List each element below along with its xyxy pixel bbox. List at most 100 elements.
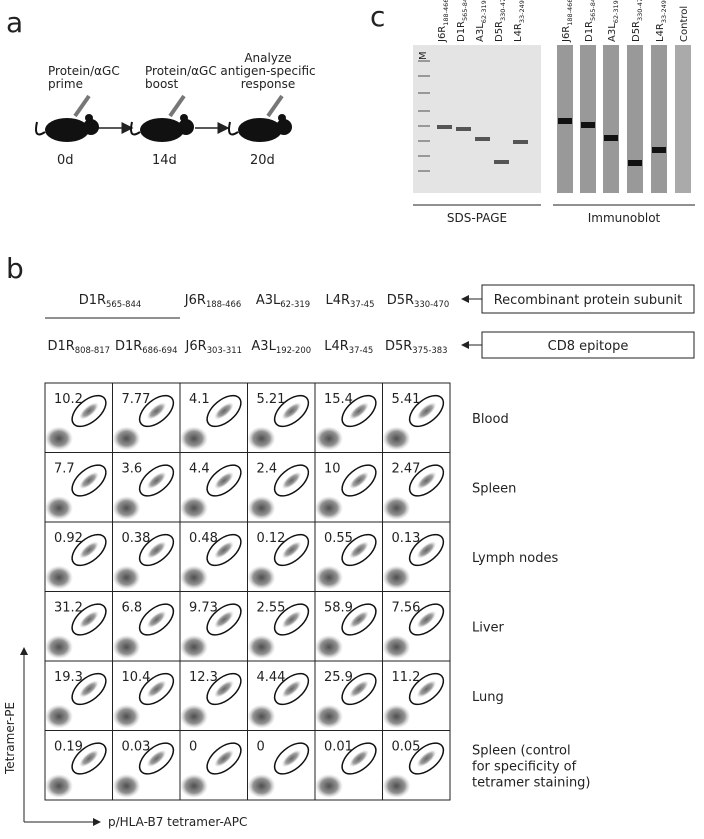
label-sub: 188-466 (206, 299, 241, 309)
blot-strip (651, 45, 667, 193)
gate (71, 603, 107, 636)
band (604, 135, 618, 141)
positive-population (416, 402, 437, 420)
gate (206, 672, 242, 706)
negative-population (247, 635, 276, 659)
mouse-body (45, 118, 89, 142)
label: D5R375-383 (385, 339, 448, 355)
percentage: 0.03 (122, 740, 151, 755)
band (628, 160, 642, 166)
mouse-ear (85, 114, 93, 122)
label: L4R33-249 (513, 0, 526, 42)
tissue-label: Blood (472, 412, 509, 427)
syringe (168, 94, 186, 118)
negative-population (112, 635, 141, 659)
percentage: 0.92 (54, 531, 83, 546)
positive-population (146, 749, 167, 768)
percentage: 25.9 (324, 670, 353, 685)
positive-population (281, 402, 302, 420)
label-sub: 188-466 (442, 0, 450, 26)
positive-population (416, 541, 437, 559)
band (418, 75, 430, 77)
gate (138, 742, 175, 775)
negative-population (382, 496, 411, 520)
positive-population (146, 680, 167, 698)
negative-population (315, 635, 343, 659)
label-name: J6R (185, 339, 207, 354)
mouse-icon (35, 94, 99, 142)
negative-population (112, 426, 141, 451)
step-text: antigen-specific (220, 64, 315, 78)
negative-population (315, 426, 343, 451)
percentage: 0.12 (257, 531, 286, 546)
label-sub: 33-249 (518, 0, 526, 23)
negative-population (315, 704, 343, 729)
gate (206, 394, 242, 428)
percentage: 0.55 (324, 531, 353, 546)
band (418, 125, 430, 127)
label-name: A3L (256, 293, 281, 308)
label-name: D5R (494, 21, 505, 42)
label-sub: 62-319 (612, 0, 620, 23)
percentage: 2.55 (257, 601, 286, 616)
band (418, 110, 430, 112)
mouse-head (83, 119, 99, 135)
negative-population (382, 565, 411, 590)
percentage: 0.05 (392, 740, 421, 755)
positive-population (416, 471, 437, 490)
gate (273, 533, 310, 567)
gate (71, 672, 107, 706)
box-label: CD8 epitope (548, 339, 629, 354)
positive-population (146, 402, 167, 420)
positive-population (79, 541, 99, 559)
panel-label: c (370, 0, 385, 33)
box (481, 284, 695, 314)
label: D1R808-817 (47, 339, 110, 355)
positive-population (349, 471, 369, 490)
gate (408, 742, 445, 775)
panel-label: b (6, 252, 24, 285)
band (418, 60, 430, 62)
percentage: 11.2 (392, 670, 421, 685)
blot-strip (603, 45, 619, 193)
label-name: A3L (251, 339, 276, 354)
negative-population (247, 565, 276, 590)
percentage: 7.77 (122, 392, 151, 407)
label: D5R330-470 (631, 0, 644, 42)
caption: SDS-PAGE (447, 211, 507, 225)
label: Control (679, 6, 690, 42)
positive-population (349, 610, 369, 629)
percentage: 0.19 (54, 740, 83, 755)
label-sub: 375-383 (412, 345, 447, 355)
gate (408, 603, 445, 636)
mouse-tail (130, 121, 141, 136)
gate (206, 533, 242, 567)
negative-population (180, 565, 208, 590)
label: D5R330-470 (387, 293, 450, 309)
gate (341, 533, 377, 567)
band (437, 125, 452, 129)
positive-population (416, 749, 437, 768)
axis-label: Tetramer-PE (3, 702, 17, 775)
gate (273, 394, 310, 428)
label: D1R686-694 (115, 339, 178, 355)
gate (138, 672, 175, 706)
mouse-ear (180, 114, 188, 122)
positive-population (349, 541, 369, 559)
positive-population (416, 680, 437, 698)
negative-population (247, 704, 276, 729)
label-sub: 330-470 (414, 299, 449, 309)
positive-population (79, 471, 99, 490)
percentage: 4.1 (189, 392, 210, 407)
step-text: prime (48, 77, 83, 91)
label-name: J6R (437, 26, 448, 43)
percentage: 5.41 (392, 392, 421, 407)
step-text: response (241, 77, 296, 91)
positive-population (281, 680, 302, 698)
percentage: 5.21 (257, 392, 286, 407)
label-sub: 330-470 (636, 0, 644, 21)
negative-population (315, 774, 343, 798)
percentage: 0.13 (392, 531, 421, 546)
band (513, 140, 528, 144)
label-name: D5R (631, 21, 642, 42)
